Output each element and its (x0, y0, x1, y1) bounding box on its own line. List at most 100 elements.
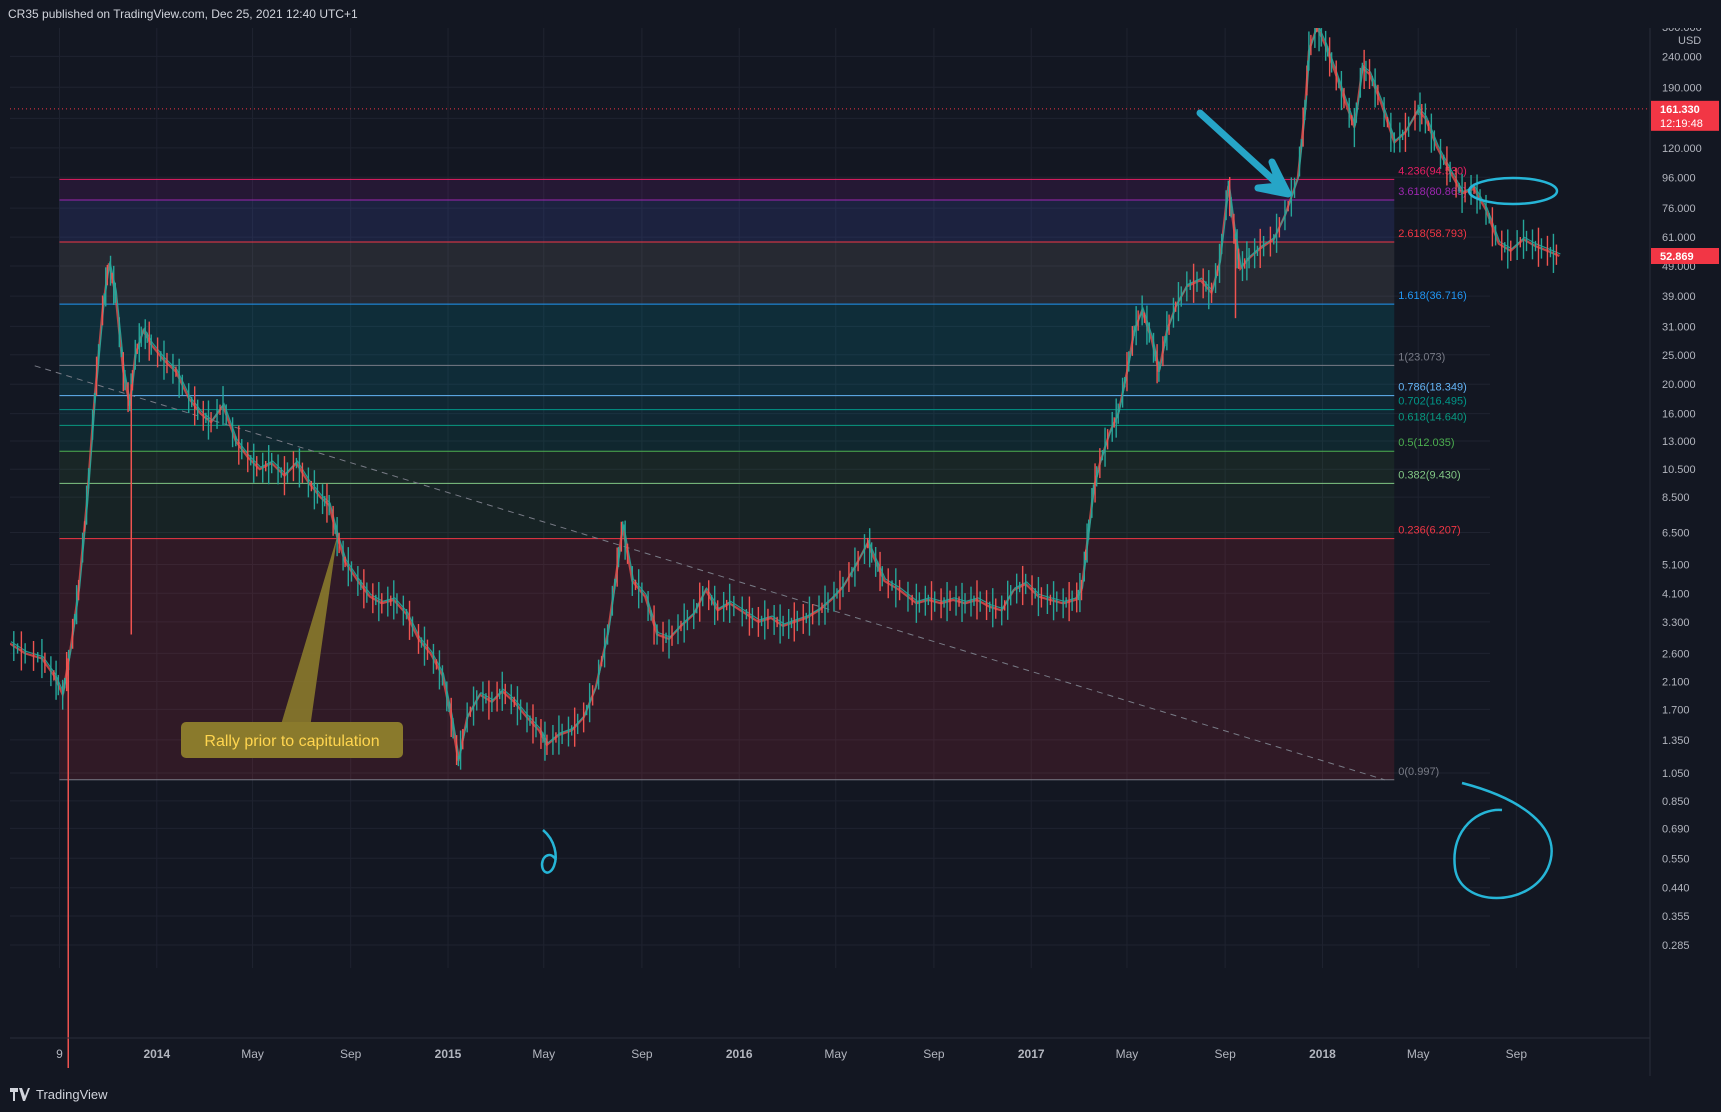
time-axis[interactable]: 9 2014 May Sep 2015 May Sep 2016 May Sep 2017 May Se… (10, 1037, 1650, 1061)
time-tick-label: Sep (631, 1047, 653, 1061)
callout-pointer (280, 536, 338, 728)
time-tick-label: Sep (340, 1047, 362, 1061)
time-tick-label: 2015 (435, 1047, 462, 1061)
price-unit-label: USD (1678, 35, 1701, 47)
price-tick-label: 0.440 (1662, 883, 1690, 895)
price-chart[interactable]: 0(0.997) 0.236(6.207) 0.382(9.430) 0.5(12.0… (9, 12, 1721, 1076)
price-tick-label: 0.355 (1662, 911, 1690, 923)
annotation-callout[interactable]: Rally prior to capitulation (181, 536, 403, 758)
price-tick-label: 1.050 (1662, 768, 1690, 780)
price-tick-label: 25.000 (1662, 350, 1696, 362)
price-tick-label: 96.000 (1662, 172, 1696, 184)
fib-zone-3.618 (59, 179, 1395, 200)
price-tick-label: 1.700 (1662, 704, 1690, 716)
price-tick-label: 0.285 (1662, 940, 1690, 952)
time-tick-label: Sep (1214, 1047, 1236, 1061)
time-tick-label: 2016 (726, 1047, 753, 1061)
price-tick-label: 4.100 (1662, 588, 1690, 600)
zero-level-circle (1453, 781, 1553, 900)
bottom-bar: TradingView (0, 1078, 1721, 1112)
chart-area[interactable]: 0(0.997) 0.236(6.207) 0.382(9.430) 0.5(12.0… (9, 12, 1721, 1076)
price-tick-label: 6.500 (1662, 527, 1690, 539)
price-tick-label: 3.300 (1662, 617, 1690, 629)
price-tick-label: 49.000 (1662, 261, 1696, 273)
price-tick-label: 0.690 (1662, 823, 1690, 835)
price-tick-label: 2.600 (1662, 648, 1690, 660)
price-tag-value: 161.330 (1660, 104, 1700, 116)
grid-lines (10, 26, 1650, 968)
time-tick-label: May (241, 1047, 264, 1061)
arrow-icon (1196, 109, 1292, 198)
price-tag-box (1651, 100, 1719, 131)
time-tick-label: 2014 (143, 1047, 170, 1061)
fib-zone-0.5 (59, 425, 1395, 452)
fib-zone-1.618 (59, 241, 1395, 305)
fib-label-3.618: 3.618(80.865) (1398, 186, 1467, 198)
hand-drawings (540, 109, 1559, 900)
fib-extension[interactable]: 0(0.997) 0.236(6.207) 0.382(9.430) 0.5(12.0… (59, 165, 1467, 781)
time-tick-label: May (824, 1047, 847, 1061)
price-tag-box (1651, 247, 1719, 264)
price-tick-label: 2.100 (1662, 677, 1690, 689)
fib-zone-1 (59, 304, 1395, 366)
fib-label-0.5: 0.5(12.035) (1398, 437, 1454, 449)
fib-highlight-circle (1467, 176, 1559, 206)
top-bar: CR35 published on TradingView.com, Dec 2… (0, 0, 1721, 28)
time-tick-label: 9 (56, 1047, 63, 1061)
price-tag-value: 52.869 (1660, 251, 1694, 263)
publisher-caption: CR35 published on TradingView.com, Dec 2… (8, 7, 358, 21)
time-tick-label: 2017 (1018, 1047, 1045, 1061)
price-tick-label: 10.500 (1662, 464, 1696, 476)
price-tick-label: 120.000 (1662, 143, 1702, 155)
price-tag-countdown: 12:19:48 (1660, 118, 1703, 130)
price-tick-label: 20.000 (1662, 379, 1696, 391)
price-tick-label: 300.000 (1662, 28, 1702, 34)
time-tick-label: May (1116, 1047, 1139, 1061)
time-tick-label: 2018 (1309, 1047, 1336, 1061)
callout-box (181, 722, 403, 758)
fib-zone-0.786 (59, 365, 1395, 396)
price-axis-background (1650, 28, 1721, 1076)
price-tick-label: 16.000 (1662, 409, 1696, 421)
time-tick-label: Sep (923, 1047, 945, 1061)
fib-label-1.618: 1.618(36.716) (1398, 290, 1467, 302)
price-tick-label: 76.000 (1662, 203, 1696, 215)
fib-label-0: 0(0.997) (1398, 766, 1439, 778)
descending-trendline[interactable] (34, 365, 1385, 781)
fib-label-0.618: 0.618(14.640) (1398, 411, 1467, 423)
trendline[interactable] (34, 365, 1385, 781)
price-tick-label: 31.000 (1662, 321, 1696, 333)
price-tick-label: 0.550 (1662, 853, 1690, 865)
price-tick-label: 1.350 (1662, 735, 1690, 747)
time-tick-label: Sep (1506, 1047, 1528, 1061)
fib-label-0.382: 0.382(9.430) (1398, 469, 1460, 481)
fib-zone-0.618 (59, 409, 1395, 426)
bottom-hook-drawing (540, 829, 558, 874)
tradingview-logo-icon (10, 1088, 30, 1101)
fib-label-0.786: 0.786(18.349) (1398, 382, 1467, 394)
price-tick-label: 0.850 (1662, 796, 1690, 808)
fib-label-0.236: 0.236(6.207) (1398, 525, 1460, 537)
price-tick-label: 39.000 (1662, 291, 1696, 303)
price-tick-label: 190.000 (1662, 82, 1702, 94)
price-tick-label: 5.100 (1662, 559, 1690, 571)
fib-label-0.702: 0.702(16.495) (1398, 396, 1467, 408)
price-tags: 161.330 12:19:48 52.869 (1651, 100, 1719, 264)
price-tick-label: 13.000 (1662, 436, 1696, 448)
brand-name: TradingView (36, 1087, 108, 1102)
fib-zone-0.236 (59, 483, 1395, 539)
chart-background (10, 28, 1721, 1076)
fib-zone-0.382 (59, 451, 1395, 484)
fib-zone-2.618 (59, 199, 1395, 242)
price-tick-label: 8.500 (1662, 492, 1690, 504)
time-tick-label: May (1407, 1047, 1430, 1061)
price-tick-label: 61.000 (1662, 232, 1696, 244)
price-tick-label: 240.000 (1662, 51, 1702, 63)
time-tick-label: May (532, 1047, 555, 1061)
fib-label-2.618: 2.618(58.793) (1398, 228, 1467, 240)
callout-text: Rally prior to capitulation (204, 733, 379, 750)
fib-label-1: 1(23.073) (1398, 351, 1445, 363)
fib-zone-0.702 (59, 395, 1395, 410)
tradingview-logo[interactable]: TradingView (10, 1087, 108, 1102)
price-axis[interactable]: 0.285 0.355 0.440 0.550 0.690 0.850 1.050 1.350… (1649, 22, 1721, 1076)
